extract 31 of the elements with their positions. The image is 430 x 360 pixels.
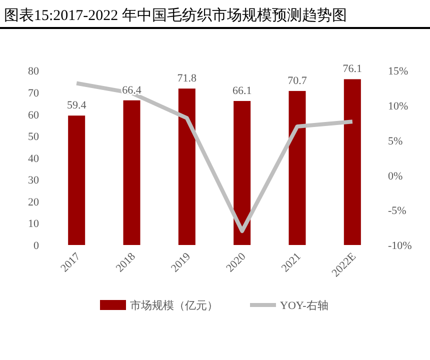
bar (234, 100, 251, 245)
data-label: 59.4 (66, 100, 87, 112)
legend-label: YOY-右轴 (280, 299, 328, 312)
legend-label: 市场规模（亿元） (130, 299, 218, 312)
data-label: 76.1 (342, 63, 362, 76)
y-tick-label: 80 (28, 66, 40, 78)
y2-tick-label: 10% (388, 100, 408, 113)
y-tick-label: 60 (28, 109, 40, 122)
bar (288, 90, 306, 245)
y-tick-label: 20 (28, 196, 40, 208)
y-tick-label: 70 (28, 87, 40, 100)
y2-tick-label: -5% (388, 205, 406, 218)
bar (178, 88, 196, 245)
x-tick-label: 2021 (279, 250, 304, 275)
y-tick-label: 0 (34, 240, 40, 252)
data-label: 66.4 (122, 84, 142, 96)
data-label: 70.7 (288, 74, 308, 87)
y2-tick-label: -10% (388, 240, 412, 252)
y-tick-label: 30 (28, 174, 40, 187)
bar (344, 79, 361, 245)
y-tick-label: 10 (28, 218, 40, 230)
y2-tick-label: 15% (388, 66, 408, 78)
title: 图表15:2017-2022 年中国毛纺织市场规模预测趋势图 (4, 8, 347, 24)
data-label: 71.8 (177, 72, 198, 85)
bar (68, 116, 86, 245)
bar (123, 100, 140, 245)
data-label: 66.1 (232, 84, 252, 97)
y-tick-label: 50 (28, 131, 40, 144)
y2-tick-label: 5% (388, 135, 403, 148)
y2-tick-label: 0% (388, 170, 403, 182)
y-tick-label: 40 (28, 152, 40, 165)
